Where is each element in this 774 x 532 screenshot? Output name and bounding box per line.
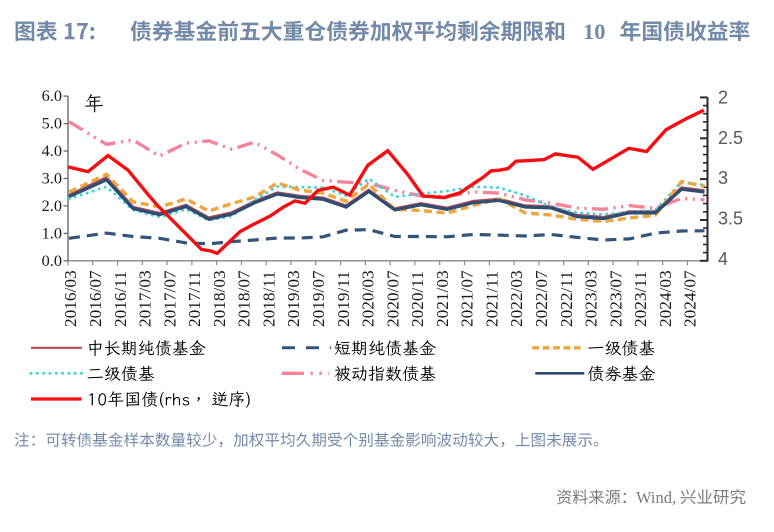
svg-text:2023/03: 2023/03 bbox=[582, 270, 601, 327]
svg-text:2021/07: 2021/07 bbox=[458, 270, 477, 327]
svg-text:2024/03: 2024/03 bbox=[656, 270, 675, 327]
svg-text:2017/11: 2017/11 bbox=[185, 271, 204, 327]
svg-text:2019/03: 2019/03 bbox=[284, 270, 303, 327]
svg-text:2017/07: 2017/07 bbox=[160, 270, 179, 327]
svg-text:2016/11: 2016/11 bbox=[111, 271, 130, 327]
svg-text:5.0: 5.0 bbox=[42, 114, 62, 133]
svg-text:4.0: 4.0 bbox=[42, 141, 62, 160]
svg-text:2022/03: 2022/03 bbox=[507, 270, 526, 327]
svg-text:0.0: 0.0 bbox=[42, 251, 62, 270]
svg-text:2018/11: 2018/11 bbox=[259, 271, 278, 327]
svg-text:2017/03: 2017/03 bbox=[136, 270, 155, 327]
svg-text:2020/07: 2020/07 bbox=[383, 270, 402, 327]
svg-text:3.5: 3.5 bbox=[718, 209, 743, 229]
svg-text:2018/03: 2018/03 bbox=[210, 270, 229, 327]
svg-text:2019/11: 2019/11 bbox=[334, 271, 353, 327]
svg-text:Wind,: Wind, bbox=[636, 488, 676, 507]
svg-text:10: 10 bbox=[583, 19, 606, 44]
svg-text:3.0: 3.0 bbox=[42, 169, 62, 188]
svg-text:2019/07: 2019/07 bbox=[309, 270, 328, 327]
svg-text:2.5: 2.5 bbox=[718, 128, 743, 148]
svg-text:6.0: 6.0 bbox=[42, 86, 62, 105]
svg-text:2018/07: 2018/07 bbox=[235, 270, 254, 327]
svg-text:2021/11: 2021/11 bbox=[483, 271, 502, 327]
svg-text:4: 4 bbox=[718, 249, 728, 269]
svg-text:3: 3 bbox=[718, 168, 728, 188]
svg-text:2023/07: 2023/07 bbox=[606, 270, 625, 327]
svg-text:2016/07: 2016/07 bbox=[86, 270, 105, 327]
svg-text:2021/03: 2021/03 bbox=[433, 270, 452, 327]
svg-text:1.0: 1.0 bbox=[42, 223, 62, 242]
svg-text:2022/11: 2022/11 bbox=[557, 271, 576, 327]
svg-text:2020/03: 2020/03 bbox=[359, 270, 378, 327]
svg-text:2024/07: 2024/07 bbox=[681, 270, 700, 327]
svg-text:2023/11: 2023/11 bbox=[631, 271, 650, 327]
svg-text:2020/11: 2020/11 bbox=[408, 271, 427, 327]
svg-text:2016/03: 2016/03 bbox=[61, 270, 80, 327]
svg-text:2022/07: 2022/07 bbox=[532, 270, 551, 327]
svg-text:2: 2 bbox=[718, 87, 728, 107]
svg-text:2.0: 2.0 bbox=[42, 196, 62, 215]
